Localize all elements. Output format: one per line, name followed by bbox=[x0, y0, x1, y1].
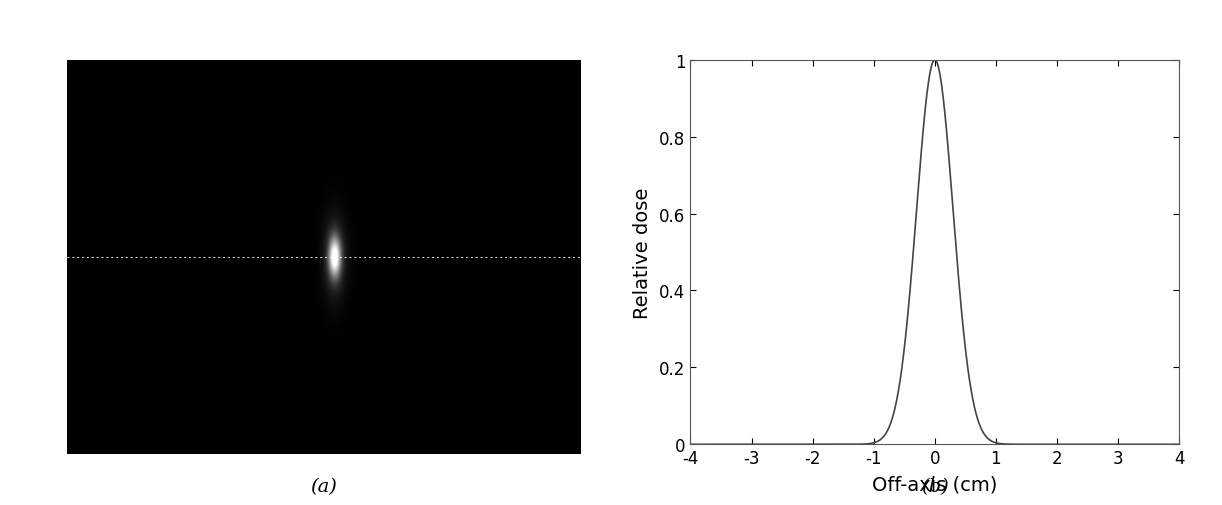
Text: (b): (b) bbox=[921, 477, 948, 495]
X-axis label: Off-axis (cm): Off-axis (cm) bbox=[873, 474, 997, 493]
Y-axis label: Relative dose: Relative dose bbox=[633, 187, 653, 318]
Text: (a): (a) bbox=[310, 477, 337, 495]
